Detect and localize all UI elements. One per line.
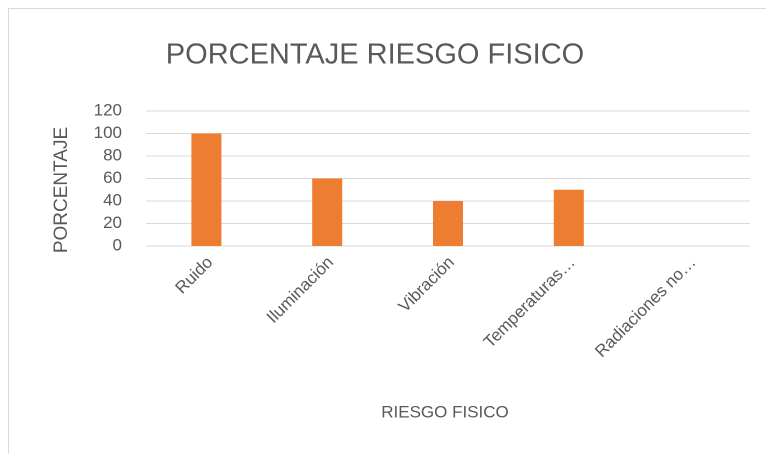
bar — [312, 178, 343, 246]
y-tick-label: 100 — [94, 123, 122, 142]
chart-frame — [8, 8, 766, 454]
bar — [191, 133, 222, 246]
y-tick-label: 120 — [94, 100, 122, 119]
y-tick-label: 40 — [103, 190, 122, 209]
bar — [553, 189, 584, 246]
y-tick-label: 80 — [103, 145, 122, 164]
x-axis-label: RIESGO FISICO — [381, 402, 509, 421]
y-tick-label: 0 — [113, 235, 122, 254]
chart-title: PORCENTAJE RIESGO FISICO — [166, 39, 584, 71]
y-tick-label: 60 — [103, 168, 122, 187]
bar — [433, 201, 463, 246]
y-axis-label: PORCENTAJE — [51, 127, 72, 253]
y-tick-label: 20 — [103, 213, 122, 232]
